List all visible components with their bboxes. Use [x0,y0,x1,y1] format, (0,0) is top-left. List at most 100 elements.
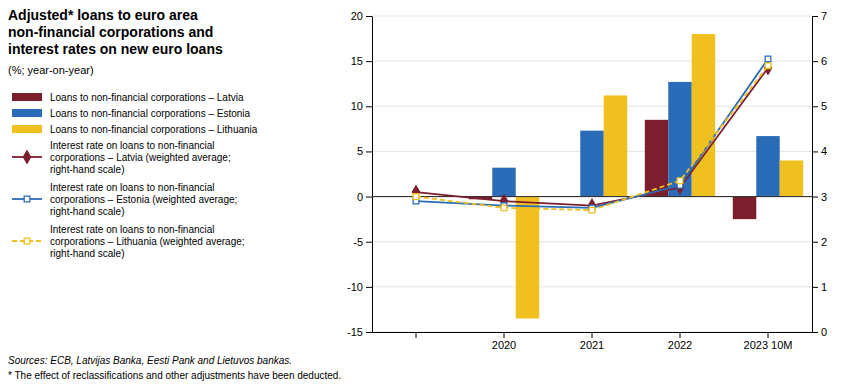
legend-label: Loans to non-financial corporations – Li… [50,124,258,135]
y-tick: -15 [347,326,372,338]
y2-tick-label: 6 [821,55,827,67]
bar [492,168,515,197]
legend-item: Interest rate on loans to non-financialc… [12,224,245,259]
bar [580,131,603,197]
y-tick-mark [366,16,372,17]
x-tick: 2020 [492,332,516,351]
legend-marker [23,151,30,163]
legend-label-line: corporations – Lithuania (weighted avera… [50,236,245,247]
line [416,68,768,206]
marker [765,63,771,69]
grid-line [372,16,812,17]
bar [733,197,756,220]
y-tick: 20 [351,10,372,22]
legend-item: Interest rate on loans to non-financialc… [12,140,231,175]
y2-tick-label: 2 [821,236,827,248]
y2-tick-mark [812,332,818,333]
legend-label-line: right-hand scale) [50,206,124,217]
y-tick-mark [366,106,372,107]
y-tick: 5 [357,145,372,157]
legend-swatch [12,109,42,117]
legend-swatch [12,93,42,101]
y2-tick: 7 [812,10,827,22]
y2-tick-label: 0 [821,326,827,338]
y-tick: 10 [351,100,372,112]
legend-label: Interest rate on loans to non-financialc… [50,140,231,175]
y2-tick-label: 5 [821,100,827,112]
y-tick-label: 15 [351,55,363,67]
legend-label-line: Loans to non-financial corporations – Es… [50,108,251,119]
y2-tick-label: 1 [821,281,827,293]
legend-label: Loans to non-financial corporations – Es… [50,108,251,119]
x-tick-mark [416,332,417,338]
grid-line [372,106,812,107]
marks [372,34,812,318]
grid-line [372,61,812,62]
y2-tick-mark [812,16,818,17]
bar [516,197,539,319]
line-series [413,63,771,213]
marker [413,194,419,200]
title: Adjusted* loans to euro areanon-financia… [8,7,223,57]
y-tick: -5 [353,236,372,248]
marker [765,56,771,62]
marker [501,205,507,211]
y-tick-mark [366,287,372,288]
x-tick-mark [592,332,593,338]
annotation: Sources: ECB, Latvijas Banka, Eesti Pank… [8,355,292,366]
y2-tick-mark [812,197,818,198]
legend-label-line: right-hand scale) [50,248,124,259]
x-tick: 2023 10M [744,332,793,351]
marker [589,207,595,213]
legend-label: Loans to non-financial corporations – La… [50,92,244,103]
line-series [412,62,771,212]
legend-marker [24,196,30,202]
marker [764,62,771,74]
x-tick-label: 2022 [668,339,692,351]
y-tick-label: -5 [353,236,363,248]
bar [645,120,668,197]
y-axis-line [372,17,373,333]
y2-tick: 5 [812,100,827,112]
annotation: * The effect of reclassifications and ot… [8,370,341,381]
y2-tick: 2 [812,236,827,248]
legend-label-line: Interest rate on loans to non-financial [50,224,215,235]
legend-label: Interest rate on loans to non-financialc… [50,224,245,259]
legend-swatch [12,125,42,133]
x-tick-label: 2021 [580,339,604,351]
x-tick: 2022 [668,332,692,351]
legend-label-line: right-hand scale) [50,164,124,175]
y-tick-label: 0 [357,191,363,203]
line [416,66,768,210]
y-tick-label: -10 [347,281,363,293]
legend-label-line: corporations – Estonia (weighted average… [50,194,237,205]
y2-axis: 01234567 [812,10,827,338]
zero-line [372,196,812,197]
y-tick-label: 20 [351,10,363,22]
legend-label-line: Interest rate on loans to non-financial [50,140,215,151]
x-tick [416,332,417,338]
chart: Adjusted* loans to euro areanon-financia… [0,0,849,389]
zero-line [372,196,812,197]
y-tick-mark [366,242,372,243]
line-series [413,56,771,211]
y-tick: -10 [347,281,372,293]
bar [668,82,691,197]
grid-line [372,286,812,287]
y2-axis-line [812,17,813,333]
y-tick-label: -15 [347,326,363,338]
x-tick-label: 2023 10M [744,339,793,351]
legend-label-line: Interest rate on loans to non-financial [50,182,215,193]
x-tick-mark [680,332,681,338]
legend-item: Loans to non-financial corporations – Li… [12,124,258,135]
y2-tick-mark [812,151,818,152]
y-tick: 15 [351,55,372,67]
legend-label-line: corporations – Latvia (weighted average; [50,152,231,163]
y2-tick: 3 [812,191,827,203]
subtitle: (%; year-on-year) [8,64,94,76]
y-tick-label: 10 [351,100,363,112]
legend-label-line: Loans to non-financial corporations – Li… [50,124,258,135]
bar [756,136,779,196]
y-axis: -15 -10 -5 0 5 10 15 20 [347,10,372,338]
title-line: interest rates on new euro loans [8,41,223,57]
